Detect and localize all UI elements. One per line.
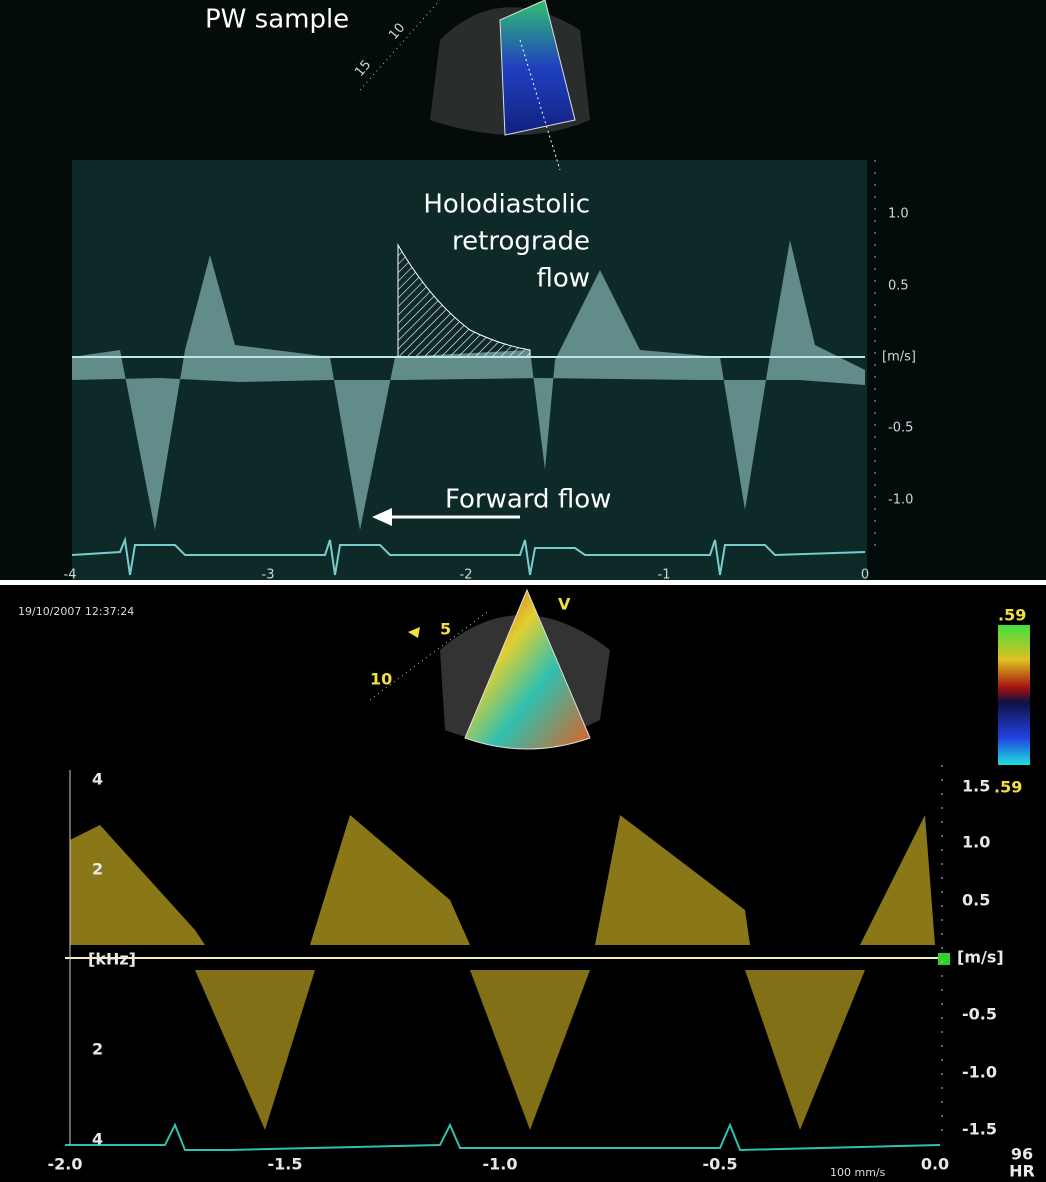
baseline-handle — [938, 953, 950, 965]
tick-label: -2 — [460, 568, 473, 583]
tick-label: 0.0 — [921, 1155, 949, 1174]
annotation: retrograde — [452, 227, 590, 257]
heart-rate-label: HR — [1009, 1162, 1035, 1181]
tick-label: -1.0 — [483, 1155, 518, 1174]
tick-label: [m/s] — [882, 350, 916, 365]
tick-label: 1.0 — [888, 207, 909, 222]
tick-label: 4 — [92, 1130, 103, 1149]
tick-label: -2.0 — [48, 1155, 83, 1174]
tick-label: 1.0 — [962, 833, 990, 852]
color-bar — [998, 625, 1030, 765]
tick-label: -0.5 — [703, 1155, 738, 1174]
pw-sample-label: PW sample — [205, 5, 349, 35]
depth-mark: 5 — [440, 620, 451, 639]
tick-label: -1.5 — [962, 1120, 997, 1139]
tick-label: [m/s] — [957, 948, 1004, 967]
tick-label: -0.5 — [962, 1005, 997, 1024]
depth-mark: 10 — [370, 670, 392, 689]
annotation: Holodiastolic — [423, 190, 590, 220]
tick-label: -1 — [658, 568, 671, 583]
tick-label: 2 — [92, 860, 103, 879]
tick-label: 4 — [92, 770, 103, 789]
tick-label: 0.5 — [962, 891, 990, 910]
tick-label: 1.5 — [962, 777, 990, 796]
annotation: flow — [536, 264, 590, 294]
tick-label: 2 — [92, 1040, 103, 1059]
color-scale-top: .59 — [998, 606, 1026, 625]
tick-label: [kHz] — [88, 950, 136, 969]
tick-label: 0 — [861, 568, 869, 583]
tick-label: 0.5 — [888, 279, 909, 294]
timestamp: 19/10/2007 12:37:24 — [18, 605, 134, 618]
tick-label: -4 — [64, 568, 77, 583]
tick-label: -1.0 — [888, 493, 913, 508]
forward-flow-label: Forward flow — [445, 485, 611, 515]
ultrasound-screen: PW sample 15 10 Holodiastolic retrograde… — [0, 0, 1046, 1182]
sweep-speed: 100 mm/s — [830, 1166, 886, 1179]
mode-label: V — [558, 595, 571, 614]
tick-label: -3 — [262, 568, 275, 583]
tick-label: -1.0 — [962, 1063, 997, 1082]
color-scale-bottom: .59 — [994, 778, 1022, 797]
tick-label: -1.5 — [268, 1155, 303, 1174]
tick-label: -0.5 — [888, 421, 913, 436]
